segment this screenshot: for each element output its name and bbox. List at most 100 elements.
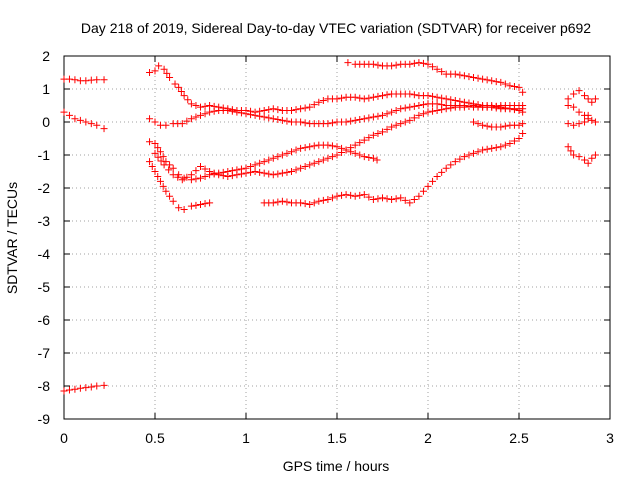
data-point xyxy=(71,115,79,123)
data-point xyxy=(201,110,209,118)
data-point xyxy=(433,65,441,73)
data-point xyxy=(515,83,523,91)
data-point xyxy=(588,98,596,106)
data-point xyxy=(162,158,170,166)
data-point xyxy=(197,201,204,208)
data-point xyxy=(175,83,183,91)
data-point xyxy=(306,161,314,169)
data-point xyxy=(224,106,232,114)
data-point xyxy=(388,123,396,131)
data-point xyxy=(160,161,168,169)
data-point xyxy=(187,202,195,210)
data-point xyxy=(501,122,509,130)
data-point xyxy=(570,151,578,159)
data-point xyxy=(301,144,309,152)
data-point xyxy=(247,111,255,119)
data-point xyxy=(474,148,482,156)
axis-ticks xyxy=(63,55,611,420)
data-point xyxy=(429,177,437,185)
data-point xyxy=(492,144,500,152)
data-point xyxy=(93,76,101,84)
data-point xyxy=(274,153,282,161)
data-point xyxy=(197,111,204,119)
data-point xyxy=(192,175,200,183)
data-point xyxy=(488,77,496,85)
data-point xyxy=(148,163,156,171)
data-point xyxy=(278,169,286,177)
data-point xyxy=(564,120,572,128)
series-sat-h xyxy=(151,102,527,184)
data-point xyxy=(451,158,459,166)
data-point xyxy=(151,139,159,147)
data-point xyxy=(365,193,373,201)
data-point xyxy=(488,103,496,111)
data-point xyxy=(360,115,368,123)
data-point xyxy=(206,199,214,207)
data-point xyxy=(351,93,359,101)
data-point xyxy=(510,137,518,145)
data-point xyxy=(497,143,505,151)
data-point xyxy=(159,153,167,161)
data-point xyxy=(510,83,518,91)
data-point xyxy=(591,118,599,126)
data-point xyxy=(166,192,174,200)
data-point xyxy=(506,82,514,90)
data-point xyxy=(401,104,409,112)
y-tick-label: -1 xyxy=(38,147,51,163)
data-point xyxy=(584,95,592,103)
data-point xyxy=(192,201,200,209)
data-point xyxy=(100,125,108,133)
data-point xyxy=(342,118,350,126)
data-point xyxy=(581,156,589,164)
data-point xyxy=(260,113,268,121)
data-point xyxy=(292,106,300,114)
data-point xyxy=(347,191,355,199)
data-point xyxy=(319,196,327,204)
data-point xyxy=(265,156,273,164)
data-point xyxy=(379,128,386,136)
data-point xyxy=(591,151,599,159)
data-point xyxy=(146,115,154,123)
data-point xyxy=(479,121,487,129)
data-point xyxy=(156,148,164,156)
data-point xyxy=(192,102,200,109)
data-point xyxy=(388,108,396,116)
data-point xyxy=(297,164,305,172)
data-point xyxy=(347,117,355,125)
data-point xyxy=(424,108,432,116)
data-point xyxy=(410,196,418,204)
data-point xyxy=(506,139,514,147)
data-point xyxy=(433,172,441,180)
series-sat-b xyxy=(60,108,108,133)
data-point xyxy=(383,110,391,118)
y-tick-label: -8 xyxy=(38,378,51,394)
data-point xyxy=(146,158,154,166)
data-point xyxy=(76,116,84,124)
data-point xyxy=(479,146,487,154)
data-point xyxy=(456,71,464,79)
data-point xyxy=(192,167,200,175)
data-point xyxy=(488,144,496,152)
data-point xyxy=(591,95,599,103)
data-point xyxy=(297,118,305,126)
data-point xyxy=(324,141,332,149)
data-point xyxy=(251,168,259,175)
x-tick-label: 0 xyxy=(60,430,68,446)
y-tick-label: -6 xyxy=(38,312,51,328)
data-point xyxy=(379,92,386,100)
data-point xyxy=(419,59,427,67)
data-point xyxy=(178,176,186,184)
data-point xyxy=(406,199,414,207)
data-point xyxy=(424,182,432,190)
data-point xyxy=(433,93,441,101)
data-point xyxy=(315,158,323,166)
data-point xyxy=(274,170,282,178)
data-point xyxy=(306,143,314,151)
data-point xyxy=(360,95,368,103)
data-point xyxy=(415,111,423,119)
data-point xyxy=(288,168,295,175)
data-point xyxy=(519,105,527,113)
data-point xyxy=(210,169,218,177)
data-point xyxy=(379,111,386,119)
